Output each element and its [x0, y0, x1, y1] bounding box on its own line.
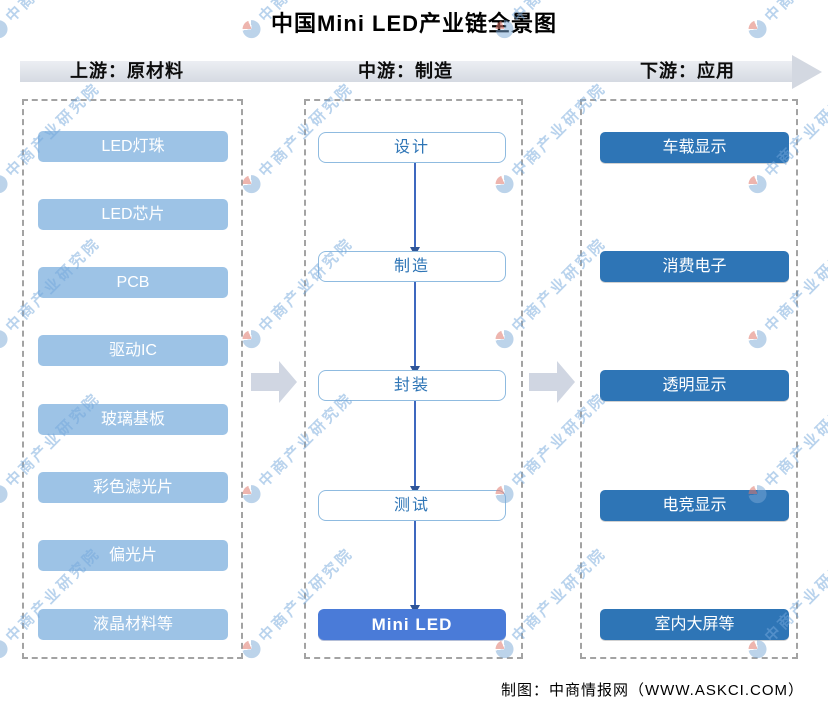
- down-arrow-icon: [409, 163, 420, 256]
- stage-label-upstream: 上游：原材料: [70, 61, 184, 81]
- upstream-item-led-chip: LED芯片: [38, 199, 228, 230]
- down-arrow-icon: [409, 401, 420, 495]
- flow-band: [20, 61, 792, 82]
- stage-label-downstream: 下游：应用: [640, 61, 735, 81]
- midstream-container: 设计 制造 封装 测试 Mini LED: [304, 99, 523, 659]
- downstream-item-automotive-display: 车载显示: [600, 132, 789, 163]
- askci-logo-icon: [0, 171, 11, 197]
- stage-label-midstream: 中游：制造: [358, 61, 453, 81]
- flow-band-arrowhead-icon: [792, 55, 822, 89]
- downstream-item-esports-display: 电竞显示: [600, 490, 789, 521]
- askci-logo-icon: [0, 481, 11, 507]
- process-step-manufacture: 制造: [318, 251, 506, 282]
- upstream-item-polarizer: 偏光片: [38, 540, 228, 571]
- downstream-item-consumer-electronics: 消费电子: [600, 251, 789, 282]
- process-step-testing: 测试: [318, 490, 506, 521]
- page-title: 中国Mini LED产业链全景图: [270, 11, 558, 36]
- upstream-item-lcd-materials: 液晶材料等: [38, 609, 228, 640]
- stage-arrow-icon: [529, 361, 575, 403]
- downstream-item-transparent-display: 透明显示: [600, 370, 789, 401]
- askci-logo-icon: [0, 326, 11, 352]
- down-arrow-icon: [409, 521, 420, 614]
- credit-line: 制图：中商情报网（WWW.ASKCI.COM）: [501, 682, 804, 699]
- downstream-item-indoor-large-screen: 室内大屏等: [600, 609, 789, 640]
- upstream-container: LED灯珠 LED芯片 PCB 驱动IC 玻璃基板 彩色滤光片 偏光片 液晶材料…: [22, 99, 243, 659]
- upstream-item-glass-substrate: 玻璃基板: [38, 404, 228, 435]
- upstream-item-pcb: PCB: [38, 267, 228, 298]
- upstream-item-led-lamp-bead: LED灯珠: [38, 131, 228, 162]
- process-step-packaging: 封装: [318, 370, 506, 401]
- down-arrow-icon: [409, 282, 420, 375]
- downstream-container: 车载显示 消费电子 透明显示 电竞显示 室内大屏等: [580, 99, 798, 659]
- final-product-box: Mini LED: [318, 609, 506, 640]
- process-step-design: 设计: [318, 132, 506, 163]
- upstream-item-driver-ic: 驱动IC: [38, 335, 228, 366]
- stage-arrow-icon: [251, 361, 297, 403]
- upstream-item-color-filter: 彩色滤光片: [38, 472, 228, 503]
- askci-logo-icon: [0, 636, 11, 662]
